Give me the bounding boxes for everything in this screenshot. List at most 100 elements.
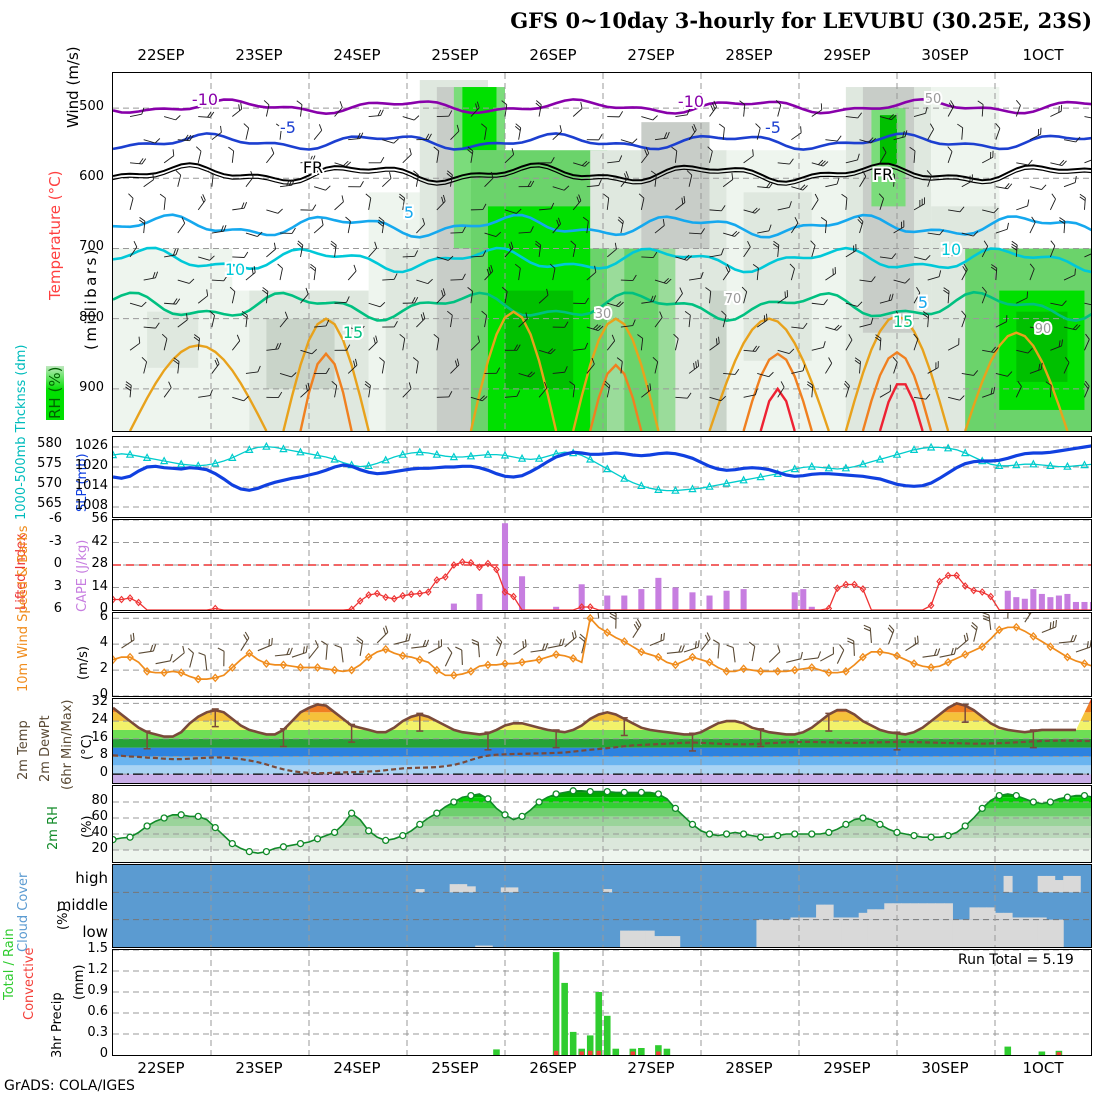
svg-text:90: 90 [1035, 322, 1052, 337]
axis-tick-label: 0 [99, 1046, 108, 1061]
cloud-row-label-high: high [75, 868, 108, 887]
svg-text:70: 70 [725, 292, 742, 307]
axis-tick-label: 700 [79, 239, 104, 255]
axis-tick-label: 32 [91, 694, 108, 710]
axis-tick-label: 6 [99, 609, 108, 625]
cloud-row-label-low: low [82, 923, 108, 942]
svg-text:10: 10 [941, 240, 961, 259]
date-tick-22sep: 22SEP [137, 46, 185, 64]
axis-tick-label: 6 [53, 601, 62, 616]
axis-tick-label: 1020 [74, 458, 108, 473]
date-tick-28sep: 28SEP [725, 46, 773, 64]
axis-tick-label: 565 [37, 496, 62, 511]
axis-tick-label: 0 [99, 601, 108, 616]
date-tick-30sep: 30SEP [921, 1059, 969, 1077]
cloud-cover-panel [112, 864, 1092, 948]
date-tick-1oct: 1OCT [1022, 1059, 1064, 1077]
svg-text:5: 5 [404, 203, 414, 222]
svg-text:FR: FR [303, 158, 323, 177]
svg-text:5: 5 [404, 203, 414, 222]
svg-text:-10: -10 [678, 92, 704, 111]
axis-tick-label: 0.6 [87, 1004, 108, 1019]
date-tick-27sep: 27SEP [627, 1059, 675, 1077]
svg-text:50: 50 [925, 92, 942, 107]
axis-tick-label: 575 [37, 456, 62, 471]
axis-tick-label: 0 [53, 556, 62, 571]
svg-text:FR: FR [303, 158, 323, 177]
precip-panel [112, 949, 1092, 1056]
upper-air-temperature-label: Temperature (°C) [46, 170, 64, 300]
svg-text:30: 30 [595, 307, 612, 322]
axis-tick-label: 1014 [74, 478, 108, 493]
svg-text:-5: -5 [280, 118, 296, 137]
page-title: GFS 0~10day 3-hourly for LEVUBU (30.25E,… [510, 8, 1092, 33]
axis-tick-label: 14 [91, 578, 108, 594]
svg-text:-5: -5 [280, 118, 296, 137]
svg-text:5: 5 [918, 293, 928, 312]
axis-tick-label: 28 [91, 556, 108, 571]
date-tick-1oct: 1OCT [1022, 46, 1064, 64]
date-tick-26sep: 26SEP [529, 46, 577, 64]
date-tick-29sep: 29SEP [823, 46, 871, 64]
temp2m-label: 2m Temp [16, 720, 31, 780]
axis-tick-label: 1008 [74, 498, 108, 513]
axis-tick-label: 16 [91, 729, 108, 745]
svg-text:-10: -10 [192, 90, 218, 109]
axis-tick-label: -6 [49, 511, 62, 526]
run-total-label: Run Total = 5.19 [958, 952, 1074, 968]
date-tick-23sep: 23SEP [235, 46, 283, 64]
cloud-cover-title-label: Cloud Cover [16, 872, 31, 952]
precip-total-legend: Total / Rain [2, 928, 17, 1000]
axis-tick-label: 0.3 [87, 1025, 108, 1040]
svg-text:10: 10 [225, 260, 245, 279]
dewpt2m-label: 2m DewPt [38, 715, 53, 782]
thickness-label: 1000-500mb Thcknss (dm) [14, 344, 29, 520]
svg-text:15: 15 [343, 323, 363, 342]
date-tick-29sep: 29SEP [823, 1059, 871, 1077]
svg-text:15: 15 [893, 312, 913, 331]
date-tick-24sep: 24SEP [333, 46, 381, 64]
axis-tick-label: 24 [91, 712, 108, 728]
axis-tick-label: 1.2 [87, 962, 108, 977]
slp-thickness-panel [112, 436, 1092, 518]
svg-text:-10: -10 [192, 90, 218, 109]
wind10m-panel [112, 612, 1092, 697]
axis-tick-label: 1.5 [87, 941, 108, 956]
svg-text:FR: FR [873, 165, 893, 184]
date-tick-24sep: 24SEP [333, 1059, 381, 1077]
svg-text:15: 15 [343, 323, 363, 342]
axis-tick-label: 1026 [74, 438, 108, 453]
axis-tick-label: 4 [99, 635, 108, 651]
svg-text:15: 15 [893, 312, 913, 331]
axis-tick-label: 0 [99, 765, 108, 781]
axis-tick-label: 60 [91, 809, 108, 824]
axis-tick-label: 600 [79, 169, 104, 185]
svg-text:FR: FR [873, 165, 893, 184]
svg-text:-10: -10 [678, 92, 704, 111]
svg-text:10: 10 [941, 240, 961, 259]
svg-text:5: 5 [918, 293, 928, 312]
axis-tick-label: 500 [79, 99, 104, 115]
upper-air-wind-label: Wind (m/s) [64, 46, 82, 128]
axis-tick-label: 3 [53, 578, 62, 594]
axis-tick-label: 800 [79, 309, 104, 325]
axis-tick-label: 80 [91, 793, 108, 808]
axis-tick-label: 42 [91, 533, 108, 549]
date-tick-25sep: 25SEP [431, 1059, 479, 1077]
temp-dewpt-panel [112, 698, 1092, 784]
axis-tick-label: 570 [37, 476, 62, 491]
cloud-row-label-middle: middle [56, 896, 108, 914]
axis-tick-label: -3 [49, 533, 62, 549]
axis-tick-label: 900 [79, 379, 104, 395]
grads-credit: GrADS: COLA/IGES [4, 1078, 135, 1094]
svg-text:30: 30 [595, 307, 612, 322]
svg-text:50: 50 [925, 92, 942, 107]
date-tick-25sep: 25SEP [431, 46, 479, 64]
svg-text:-5: -5 [765, 118, 781, 137]
rh2m-panel [112, 785, 1092, 863]
axis-tick-label: 8 [99, 747, 108, 763]
svg-text:-5: -5 [765, 118, 781, 137]
date-tick-23sep: 23SEP [235, 1059, 283, 1077]
date-tick-22sep: 22SEP [137, 1059, 185, 1077]
precip-convective-legend: Convective [22, 947, 37, 1020]
